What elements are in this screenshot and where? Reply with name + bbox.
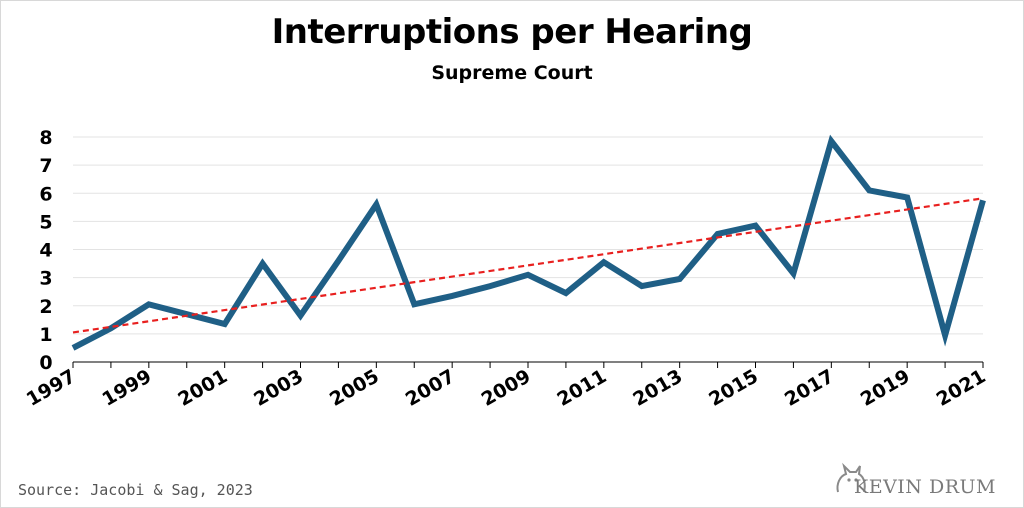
series-line — [71, 134, 986, 351]
y-tick-label: 8 — [39, 127, 52, 149]
y-tick-label: 0 — [39, 352, 52, 374]
x-tick-label: 2001 — [174, 365, 231, 410]
chart-subtitle: Supreme Court — [431, 62, 593, 84]
x-tick-label: 2005 — [326, 365, 383, 410]
chart-title: Interruptions per Hearing — [271, 12, 753, 52]
y-tick-label: 5 — [39, 211, 52, 233]
x-tick-label: 2015 — [705, 365, 762, 410]
cat-icon — [836, 462, 866, 493]
trend-line — [72, 197, 984, 334]
x-tick-label: 2009 — [478, 365, 535, 410]
y-tick-label: 4 — [39, 240, 52, 262]
y-tick-label: 6 — [39, 183, 52, 205]
x-tick-label: 2007 — [402, 365, 459, 410]
y-tick-label: 2 — [39, 296, 52, 318]
x-tick-label: 1999 — [99, 365, 156, 410]
y-tick-label: 1 — [39, 324, 52, 346]
x-tick-label: 2011 — [554, 365, 611, 410]
x-tick-label: 2013 — [629, 365, 686, 410]
x-tick-label: 2021 — [933, 365, 990, 410]
y-tick-label: 3 — [39, 268, 52, 290]
x-tick-label: 2017 — [781, 365, 838, 410]
brand-text: KEVIN DRUM — [854, 476, 996, 498]
x-tick-label: 2019 — [857, 365, 914, 410]
brand-logo: KEVIN DRUM — [832, 462, 996, 502]
source-note: Source: Jacobi & Sag, 2023 — [18, 481, 253, 499]
x-tick-label: 2003 — [250, 365, 307, 410]
y-tick-label: 7 — [39, 155, 52, 177]
